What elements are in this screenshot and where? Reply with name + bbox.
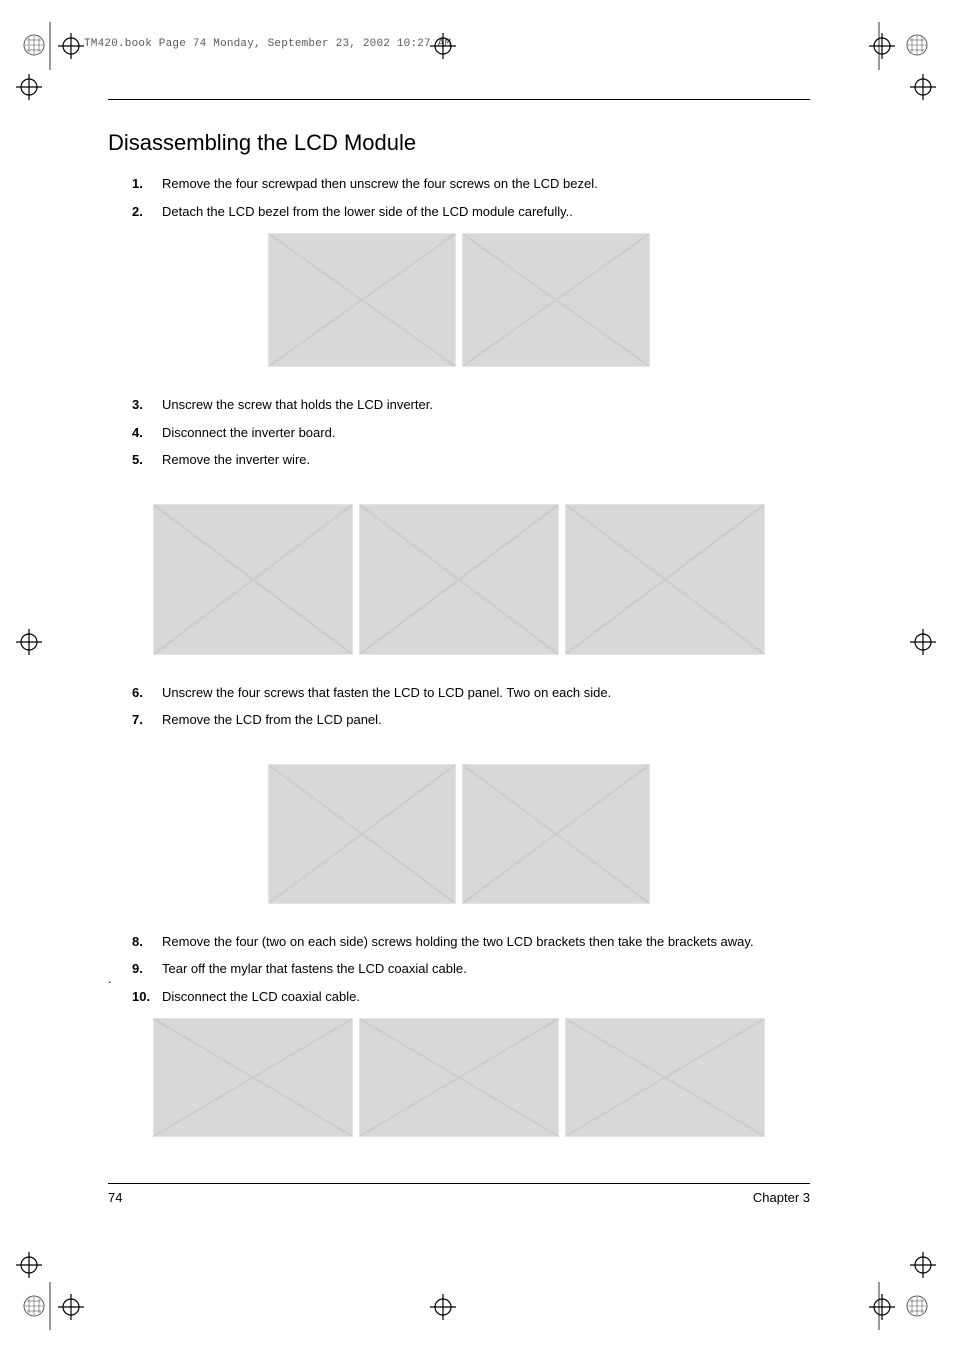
figure-photo-placeholder [268, 233, 456, 367]
crop-tick-icon [49, 1282, 51, 1330]
crop-crosshair-icon [430, 1294, 456, 1320]
figure-photo-placeholder [153, 1018, 353, 1137]
image-row-3 [108, 764, 810, 904]
figure-photo-placeholder [565, 1018, 765, 1137]
step-number: 9. [132, 959, 162, 979]
step-text: Remove the four (two on each side) screw… [162, 932, 810, 952]
section-title: Disassembling the LCD Module [108, 130, 810, 156]
step-item: 3.Unscrew the screw that holds the LCD i… [132, 395, 810, 415]
step-number: 10. [132, 987, 162, 1007]
step-text: Disconnect the inverter board. [162, 423, 810, 443]
crop-crosshair-icon [58, 33, 84, 59]
step-number: 5. [132, 450, 162, 470]
steps-group-2: 3.Unscrew the screw that holds the LCD i… [108, 395, 810, 470]
step-item: 7.Remove the LCD from the LCD panel. [132, 710, 810, 730]
crop-crosshair-icon [16, 74, 42, 100]
step-item: 10.Disconnect the LCD coaxial cable. [132, 987, 810, 1007]
crop-crosshair-icon [16, 1252, 42, 1278]
step-text: Unscrew the four screws that fasten the … [162, 683, 810, 703]
page-number: 74 [108, 1190, 122, 1207]
figure-photo-placeholder [462, 764, 650, 904]
image-row-4 [108, 1018, 810, 1137]
crop-crosshair-icon [16, 629, 42, 655]
step-number: 8. [132, 932, 162, 952]
figure-photo-placeholder [359, 1018, 559, 1137]
image-row-2 [108, 504, 810, 655]
steps-group-3: 6.Unscrew the four screws that fasten th… [108, 683, 810, 730]
step-text: Remove the inverter wire. [162, 450, 810, 470]
step-item: 1.Remove the four screwpad then unscrew … [132, 174, 810, 194]
step-text: Unscrew the screw that holds the LCD inv… [162, 395, 810, 415]
figure-photo-placeholder [359, 504, 559, 655]
registration-mark-icon [905, 33, 929, 57]
step-item: 9.Tear off the mylar that fastens the LC… [132, 959, 810, 979]
step-text: Remove the four screwpad then unscrew th… [162, 174, 810, 194]
step-number: 2. [132, 202, 162, 222]
step-item: 5.Remove the inverter wire. [132, 450, 810, 470]
step-item: 2.Detach the LCD bezel from the lower si… [132, 202, 810, 222]
registration-mark-icon [22, 1294, 46, 1318]
figure-photo-placeholder [268, 764, 456, 904]
step-text: Detach the LCD bezel from the lower side… [162, 202, 810, 222]
figure-photo-placeholder [462, 233, 650, 367]
pdf-book-header: TM420.book Page 74 Monday, September 23,… [84, 38, 451, 50]
crop-crosshair-icon [869, 1294, 895, 1320]
step-text: Remove the LCD from the LCD panel. [162, 710, 810, 730]
step-number: 3. [132, 395, 162, 415]
crop-crosshair-icon [430, 33, 456, 59]
step-number: 1. [132, 174, 162, 194]
crop-crosshair-icon [910, 74, 936, 100]
crop-crosshair-icon [910, 1252, 936, 1278]
crop-crosshair-icon [869, 33, 895, 59]
registration-mark-icon [22, 33, 46, 57]
crop-crosshair-icon [58, 1294, 84, 1320]
step-item: 8.Remove the four (two on each side) scr… [132, 932, 810, 952]
figure-photo-placeholder [153, 504, 353, 655]
image-row-1 [108, 233, 810, 367]
step-text: Tear off the mylar that fastens the LCD … [162, 959, 810, 979]
page-footer: 74 Chapter 3 [108, 1183, 810, 1207]
page-content: Disassembling the LCD Module 1.Remove th… [108, 130, 810, 1165]
crop-crosshair-icon [910, 629, 936, 655]
crop-tick-icon [878, 22, 880, 70]
step-item: 6.Unscrew the four screws that fasten th… [132, 683, 810, 703]
step-number: 7. [132, 710, 162, 730]
registration-mark-icon [905, 1294, 929, 1318]
step-item: 4.Disconnect the inverter board. [132, 423, 810, 443]
step-text: Disconnect the LCD coaxial cable. [162, 987, 810, 1007]
figure-photo-placeholder [565, 504, 765, 655]
step-number: 4. [132, 423, 162, 443]
steps-group-1: 1.Remove the four screwpad then unscrew … [108, 174, 810, 221]
header-rule [108, 99, 810, 100]
stray-period: . [108, 971, 112, 986]
chapter-label: Chapter 3 [753, 1190, 810, 1207]
crop-tick-icon [878, 1282, 880, 1330]
steps-group-4: 8.Remove the four (two on each side) scr… [108, 932, 810, 1007]
crop-tick-icon [49, 22, 51, 70]
step-number: 6. [132, 683, 162, 703]
